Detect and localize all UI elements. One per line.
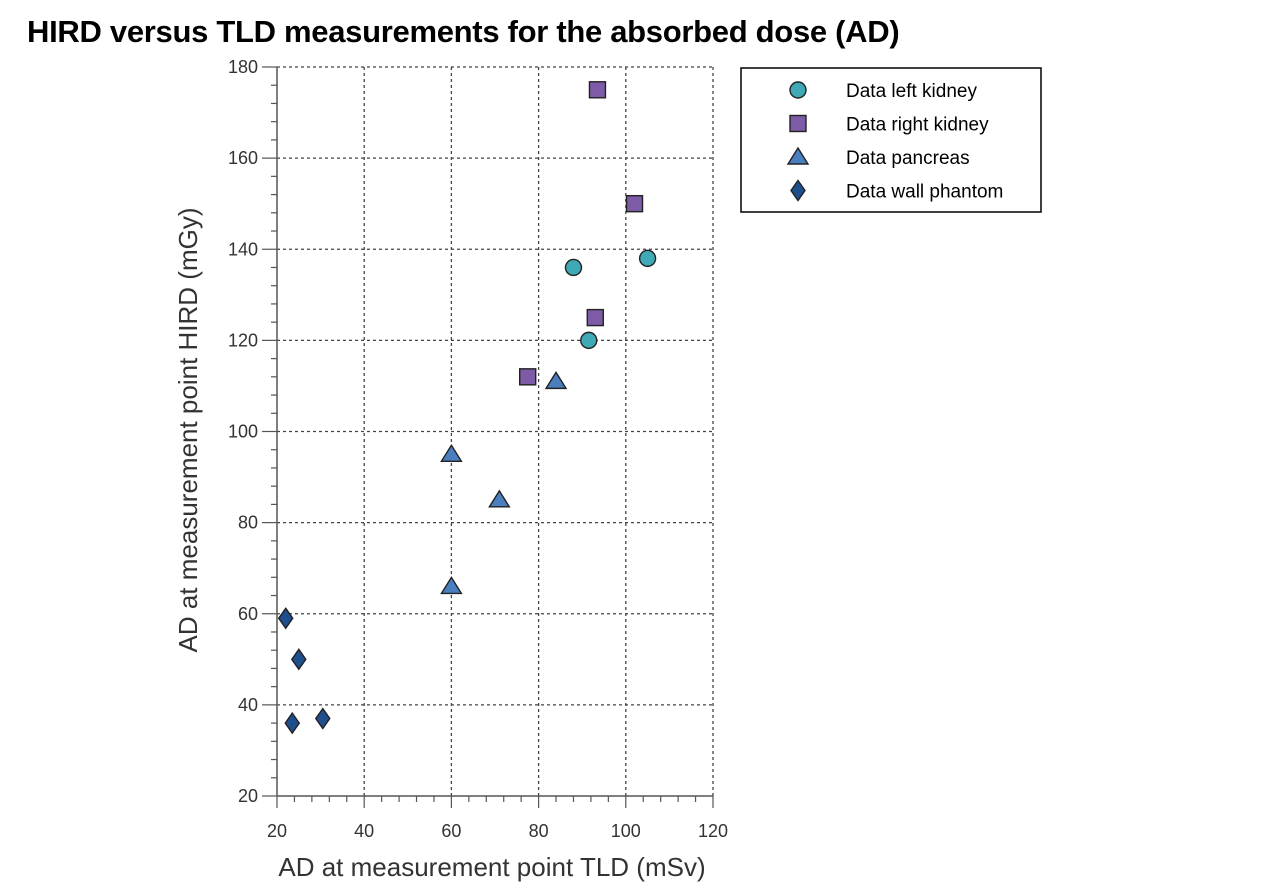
series-3 [277,607,331,735]
x-tick-label: 60 [441,821,461,841]
legend-label: Data wall phantom [846,182,1003,203]
x-tick-label: 20 [267,821,287,841]
y-tick-label: 40 [238,695,258,715]
x-tick-label: 120 [698,821,728,841]
legend-item: Data left kidney [789,81,977,102]
y-tick-label: 140 [228,239,258,259]
legend-label: Data right kidney [846,115,989,136]
legend-marker-diamond [790,179,806,202]
legend-marker-square [789,114,807,133]
data-point-diamond [314,707,331,730]
legend-label: Data left kidney [846,81,977,102]
data-point-circle [638,249,657,268]
series-0 [564,249,657,350]
y-tick-label: 180 [228,57,258,77]
x-tick-label: 100 [611,821,641,841]
legend-item: Data right kidney [789,114,989,136]
data-point-square [586,308,604,327]
x-tick-label: 40 [354,821,374,841]
data-point-triangle [440,443,463,462]
data-point-diamond [277,607,294,630]
data-point-triangle [488,489,511,508]
legend-label: Data pancreas [846,148,970,169]
y-tick-label: 160 [228,148,258,168]
data-point-circle [580,331,598,350]
legend-item: Data wall phantom [790,179,1003,203]
data-point-square [625,194,644,213]
y-tick-label: 60 [238,604,258,624]
y-tick-label: 120 [228,330,258,350]
legend-marker-circle [789,81,807,99]
data-point-square [519,368,537,386]
chart-title: HIRD versus TLD measurements for the abs… [27,14,900,49]
y-tick-label: 100 [228,422,258,442]
y-axis-title: AD at measurement point HIRD (mGy) [173,207,203,652]
data-point-square [588,81,607,99]
data-points [277,81,657,735]
series-2 [440,371,568,595]
y-tick-label: 20 [238,786,258,806]
data-point-diamond [284,711,301,735]
grid-lines [277,66,714,796]
series-1 [519,81,644,386]
y-tick-label: 80 [238,513,258,533]
x-axis-title: AD at measurement point TLD (mSv) [278,852,705,882]
legend: Data left kidney Data right kidney Data pa… [740,67,1042,213]
tick-labels: 20 40 60 80 100 120 140 160 180 20 40 60 80 100 120 [228,57,728,841]
data-point-triangle [544,371,568,390]
data-point-diamond [290,648,307,671]
data-point-circle [564,258,583,277]
data-point-triangle [440,576,463,595]
legend-marker-triangle [786,146,810,165]
legend-item: Data pancreas [786,146,970,169]
axes [262,66,714,808]
x-tick-label: 80 [529,821,549,841]
